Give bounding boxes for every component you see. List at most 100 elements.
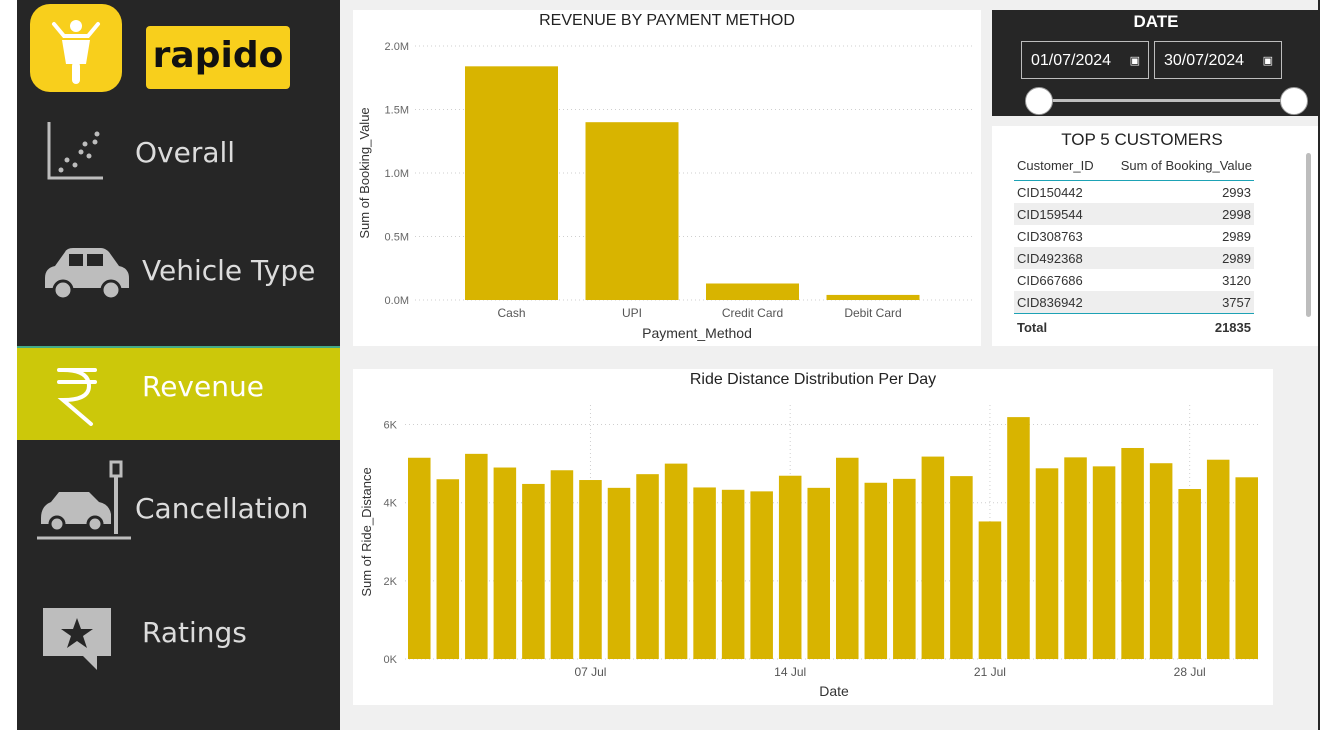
bar <box>408 457 431 659</box>
car-icon <box>45 248 129 300</box>
bar <box>436 479 460 659</box>
customer-id-cell: CID492368 <box>1014 247 1104 269</box>
y-axis-label: Sum of Ride_Distance <box>359 467 374 596</box>
nav-item-ratings[interactable]: Ratings <box>17 596 340 686</box>
bar <box>579 480 602 659</box>
x-axis-label: Payment_Method <box>642 325 752 341</box>
nav-item-cancellation[interactable]: Cancellation <box>17 456 340 556</box>
car-crash-icon <box>37 460 131 540</box>
x-tick-label: Debit Card <box>844 306 901 320</box>
y-tick-label: 1.0M <box>385 168 409 180</box>
bar <box>550 470 574 659</box>
revenue-by-payment-chart: REVENUE BY PAYMENT METHOD 0.0M 0.5M 1.0M 1.… <box>353 10 981 346</box>
bar <box>1149 463 1173 659</box>
bar <box>1121 447 1144 659</box>
customer-id-cell: CID836942 <box>1014 291 1104 314</box>
sidebar: rapido Overall Vehicle Type Revenue <box>17 0 340 730</box>
bar <box>826 294 920 300</box>
end-date-input[interactable]: 30/07/2024 ▣ <box>1154 41 1282 79</box>
slider-start-handle[interactable] <box>1025 87 1053 115</box>
bar <box>522 483 545 659</box>
booking-value-cell: 2989 <box>1222 228 1251 244</box>
bar <box>664 463 688 659</box>
rapido-wordmark: rapido <box>146 26 290 89</box>
bar <box>750 491 773 659</box>
bar <box>1092 466 1116 659</box>
booking-value-cell: 3757 <box>1103 291 1254 314</box>
bar <box>1035 468 1059 659</box>
nav-item-overall[interactable]: Overall <box>17 112 340 202</box>
table-row: CID150442 2993 <box>1014 181 1254 204</box>
y-tick-label: 2.0M <box>385 41 409 53</box>
bar <box>978 521 1002 659</box>
date-range-slider[interactable] <box>1036 99 1294 102</box>
column-header-booking-value[interactable]: Sum of Booking_Value <box>1103 154 1254 181</box>
table-scrollbar[interactable] <box>1306 153 1311 317</box>
booking-value-cell: 3120 <box>1222 272 1251 288</box>
table-row: CID492368 2989 <box>1014 247 1254 269</box>
y-axis-label: Sum of Booking_Value <box>357 107 372 238</box>
star-message-icon <box>43 608 111 670</box>
bar <box>636 474 659 659</box>
end-date-value: 30/07/2024 <box>1164 52 1245 69</box>
bar <box>493 467 517 659</box>
x-tick-label: Cash <box>497 306 525 320</box>
bar <box>836 457 859 659</box>
x-axis-label: Date <box>819 683 849 699</box>
chart-title: REVENUE BY PAYMENT METHOD <box>539 12 795 29</box>
y-tick-label: 0.0M <box>385 295 409 307</box>
total-value: 21835 <box>1103 313 1254 338</box>
y-tick-label: 4K <box>384 498 398 510</box>
bar <box>693 487 716 659</box>
scatter-chart-icon <box>47 122 103 180</box>
customer-id-cell: CID159544 <box>1014 203 1104 225</box>
bar <box>706 283 799 300</box>
bar <box>465 66 558 300</box>
x-tick-label: 21 Jul <box>974 665 1006 679</box>
table-total-row: Total 21835 <box>1014 313 1254 338</box>
table-row: CID159544 2998 <box>1014 203 1254 225</box>
x-tick-label: 07 Jul <box>574 665 606 679</box>
nav-label-cancellation: Cancellation <box>135 492 309 525</box>
bar <box>1178 489 1201 659</box>
bar <box>1206 459 1230 659</box>
calendar-icon[interactable]: ▣ <box>1129 55 1140 67</box>
bar <box>950 476 973 659</box>
bar <box>465 453 488 659</box>
payment-bar-chart: 0.0M 0.5M 1.0M 1.5M 2.0M Cash UPI Credit Card De… <box>357 41 973 341</box>
nav-label-vehicle-type: Vehicle Type <box>142 254 316 287</box>
nav-item-revenue[interactable]: Revenue <box>17 346 340 440</box>
table-row: CID667686 3120 <box>1014 269 1254 291</box>
bar <box>921 456 945 659</box>
bar <box>1064 457 1087 659</box>
x-tick-label: 28 Jul <box>1174 665 1206 679</box>
top-customers-title: TOP 5 CUSTOMERS <box>1061 130 1223 149</box>
y-tick-label: 0K <box>384 654 398 666</box>
bar <box>893 478 916 659</box>
bar <box>585 122 679 300</box>
top-customers-panel: TOP 5 CUSTOMERS Customer_ID Sum of Booki… <box>992 126 1320 346</box>
bar <box>1007 417 1030 659</box>
x-tick-label: Credit Card <box>722 306 783 320</box>
nav-label-revenue: Revenue <box>142 370 264 403</box>
date-filter-panel: DATE 01/07/2024 ▣ 30/07/2024 ▣ <box>992 10 1320 116</box>
bar <box>1235 477 1258 659</box>
top-customers-table: Customer_ID Sum of Booking_Value CID1504… <box>1014 154 1254 338</box>
start-date-input[interactable]: 01/07/2024 ▣ <box>1021 41 1149 79</box>
date-filter-title: DATE <box>1133 12 1179 31</box>
nav-item-vehicle-type[interactable]: Vehicle Type <box>17 232 340 322</box>
slider-end-handle[interactable] <box>1280 87 1308 115</box>
booking-value-cell: 2989 <box>1103 247 1254 269</box>
booking-value-cell: 2993 <box>1222 184 1251 200</box>
booking-value-cell: 2998 <box>1103 203 1254 225</box>
bar <box>607 487 631 659</box>
total-label: Total <box>1014 313 1104 338</box>
y-tick-label: 1.5M <box>385 105 409 117</box>
window-edge <box>1318 0 1320 730</box>
y-tick-label: 2K <box>384 576 398 588</box>
customer-id-cell: CID150442 <box>1017 184 1083 200</box>
customer-id-cell: CID667686 <box>1017 272 1083 288</box>
x-tick-label: 14 Jul <box>774 665 806 679</box>
calendar-icon[interactable]: ▣ <box>1262 55 1273 67</box>
column-header-customer-id[interactable]: Customer_ID <box>1014 154 1104 181</box>
